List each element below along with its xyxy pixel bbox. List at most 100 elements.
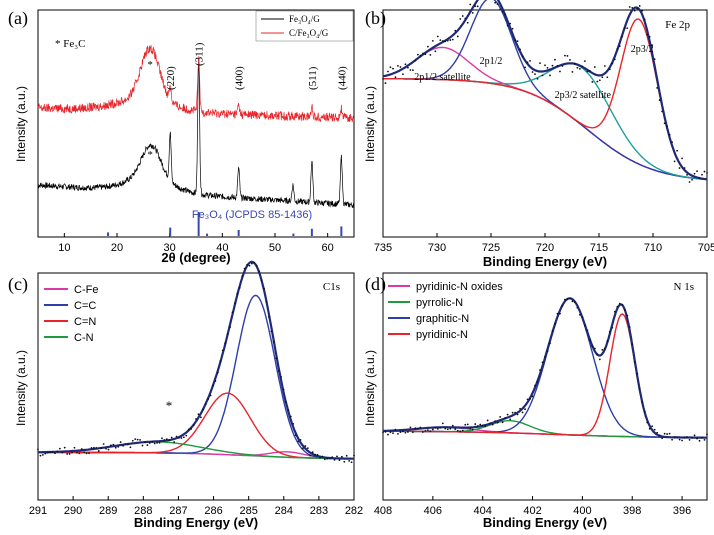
data-point	[402, 430, 404, 433]
data-point	[105, 447, 107, 450]
data-point	[636, 7, 639, 10]
data-point	[613, 58, 616, 61]
x-tick-label-a: 40	[216, 242, 228, 254]
data-point	[469, 427, 472, 430]
data-point	[646, 33, 649, 36]
data-point	[539, 62, 541, 65]
data-point	[117, 445, 120, 448]
x-tick-label-a: 20	[111, 242, 123, 254]
data-point	[219, 360, 222, 362]
chart-title-c: C1s	[323, 281, 340, 293]
panel-c-c1s: (c) C1s Intensity (a.u.) Binding Energy …	[8, 260, 363, 530]
x-axis-label-d: Binding Energy (eV)	[483, 515, 607, 530]
data-point	[456, 35, 459, 38]
data-point	[688, 181, 691, 183]
data-point	[429, 430, 432, 433]
data-point	[441, 40, 444, 42]
data-point	[526, 61, 529, 64]
data-point	[571, 300, 574, 303]
data-point	[618, 302, 621, 305]
data-point	[698, 177, 701, 180]
data-point	[51, 451, 54, 454]
data-point	[394, 428, 397, 431]
data-point	[407, 431, 409, 433]
x-tick-label-b: 735	[374, 242, 392, 254]
data-point	[536, 380, 539, 383]
x-tick-label-b: 705	[698, 242, 714, 254]
data-point	[180, 437, 183, 439]
data-point	[509, 22, 512, 25]
data-point	[673, 436, 676, 438]
data-point	[688, 438, 691, 441]
x-tick-label-c: 282	[345, 505, 363, 517]
data-point	[531, 395, 534, 398]
data-point	[285, 401, 287, 404]
data-point	[419, 426, 422, 429]
legend-entry-c-n: C=N	[74, 316, 96, 328]
data-point	[666, 433, 669, 435]
data-point	[304, 445, 307, 447]
data-point	[578, 313, 581, 316]
data-point	[431, 428, 434, 431]
peak-label-440: (440)	[336, 66, 348, 90]
data-point	[326, 457, 329, 460]
annotation-star-c: *	[166, 398, 173, 413]
data-point	[678, 167, 681, 169]
data-point	[202, 408, 205, 411]
plot-frame-a	[37, 9, 355, 238]
peak-label-star: *	[147, 149, 153, 161]
peak-label-2p1-2-satellite: 2p1/2 satellite	[414, 72, 471, 83]
peak-label-400: (400)	[234, 66, 246, 90]
data-point	[596, 80, 599, 83]
data-point	[661, 437, 664, 440]
data-point	[471, 11, 474, 14]
component-line-729-5	[382, 46, 708, 181]
data-point	[328, 457, 331, 460]
data-point	[151, 441, 154, 443]
data-point	[397, 64, 399, 67]
data-point	[224, 342, 227, 345]
series-line-fe-o-g	[37, 59, 355, 208]
y-axis-label-c: Intensity (a.u.)	[14, 350, 28, 426]
peak-label-311: (311)	[194, 42, 206, 66]
data-point	[551, 64, 554, 67]
data-point	[676, 436, 678, 439]
data-point	[501, 10, 504, 13]
data-point	[593, 347, 596, 350]
data-point	[46, 451, 49, 454]
plot-frame-c	[37, 272, 355, 501]
data-point	[148, 442, 151, 444]
data-point	[414, 427, 417, 430]
data-point	[306, 447, 309, 450]
data-point	[107, 448, 110, 451]
data-point	[519, 48, 521, 51]
data-point	[44, 452, 47, 455]
data-point	[531, 71, 534, 73]
data-point	[73, 446, 76, 449]
data-point	[683, 167, 686, 169]
x-tick-label-d: 406	[424, 505, 442, 517]
x-tick-label-c: 289	[99, 505, 117, 517]
data-point	[195, 418, 197, 420]
data-point	[412, 69, 414, 72]
data-point	[336, 455, 338, 458]
x-tick-label-d: 408	[374, 505, 392, 517]
data-point	[681, 439, 683, 442]
data-point	[454, 428, 457, 430]
data-point	[88, 452, 90, 455]
peak-label-511: (511)	[307, 66, 319, 90]
data-point	[95, 446, 98, 449]
peak-label-220: (220)	[165, 66, 177, 90]
legend-c: C-Fe C=C C=N C-N	[44, 284, 98, 344]
data-point	[556, 312, 559, 315]
data-point	[668, 432, 671, 435]
data-point	[350, 461, 353, 464]
data-point	[576, 306, 579, 309]
data-point	[698, 439, 701, 442]
data-point	[141, 444, 144, 447]
data-point	[37, 448, 39, 451]
data-point	[212, 384, 214, 387]
data-point	[439, 426, 442, 429]
x-tick-label-c: 287	[169, 505, 187, 517]
